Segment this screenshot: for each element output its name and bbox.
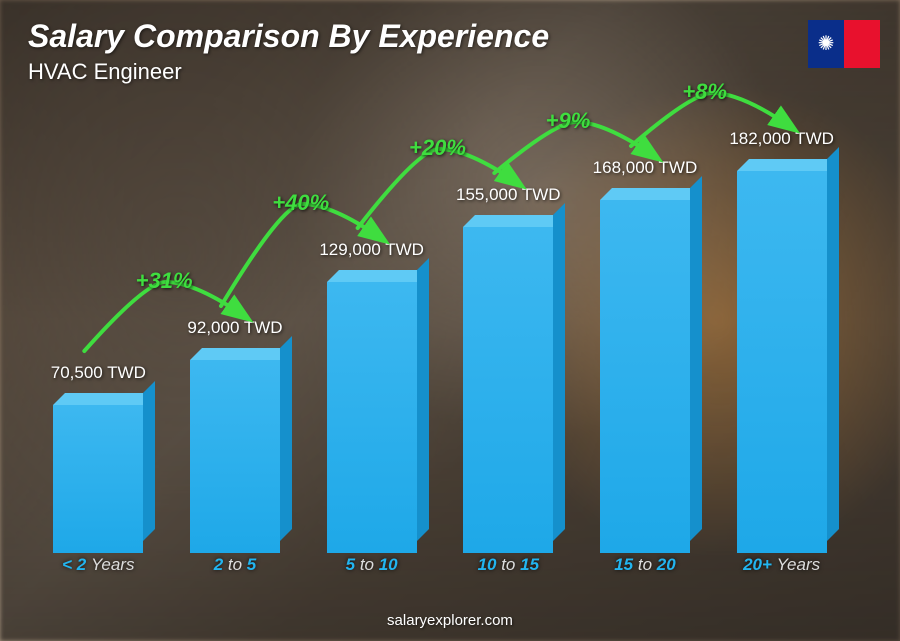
x-label-3: 10 to 15 [448, 555, 568, 581]
pct-label-5: +8% [682, 79, 727, 105]
bar-side [143, 381, 155, 541]
page-title: Salary Comparison By Experience [28, 18, 549, 55]
bar-top [463, 215, 565, 227]
bar-3d [327, 282, 417, 553]
page-subtitle: HVAC Engineer [28, 59, 549, 85]
x-axis-labels: < 2 Years 2 to 5 5 to 10 10 to 15 15 to 20 20… [30, 555, 850, 581]
pct-label-2: +40% [272, 190, 329, 216]
x-label-1: 2 to 5 [175, 555, 295, 581]
bar-side [553, 203, 565, 541]
bar-front [190, 360, 280, 553]
bar-side [690, 176, 702, 541]
bar-top [600, 188, 702, 200]
bar-3d [600, 200, 690, 553]
sun-icon: ✺ [818, 34, 835, 54]
bar-front [600, 200, 690, 553]
flag-taiwan: ✺ [808, 20, 880, 68]
value-label: 182,000 TWD [702, 129, 862, 149]
header: Salary Comparison By Experience HVAC Eng… [28, 18, 549, 85]
bar-3: 155,000 TWD [448, 227, 568, 553]
flag-field [844, 20, 880, 68]
value-label: 155,000 TWD [428, 185, 588, 205]
x-label-0: < 2 Years [38, 555, 158, 581]
bar-front [737, 171, 827, 553]
bar-top [737, 159, 839, 171]
bar-3d [190, 360, 280, 553]
bar-3d [53, 405, 143, 553]
pct-label-4: +9% [546, 108, 591, 134]
bar-0: 70,500 TWD [38, 405, 158, 553]
bar-side [417, 258, 429, 541]
bar-4: 168,000 TWD [585, 200, 705, 553]
bar-side [280, 336, 292, 541]
footer-attribution: salaryexplorer.com [0, 612, 900, 629]
pct-label-1: +31% [136, 268, 193, 294]
bar-3d [737, 171, 827, 553]
bar-top [53, 393, 155, 405]
bar-top [327, 270, 429, 282]
chart-area: 70,500 TWD92,000 TWD129,000 TWD155,000 T… [30, 101, 850, 581]
value-label: 70,500 TWD [18, 363, 178, 383]
bar-front [463, 227, 553, 553]
flag-canton: ✺ [808, 20, 844, 68]
value-label: 129,000 TWD [292, 240, 452, 260]
bar-5: 182,000 TWD [722, 171, 842, 553]
value-label: 168,000 TWD [565, 158, 725, 178]
value-label: 92,000 TWD [155, 318, 315, 338]
x-label-4: 15 to 20 [585, 555, 705, 581]
pct-label-3: +20% [409, 135, 466, 161]
bar-front [53, 405, 143, 553]
x-label-5: 20+ Years [722, 555, 842, 581]
bar-3d [463, 227, 553, 553]
bars-row: 70,500 TWD92,000 TWD129,000 TWD155,000 T… [30, 101, 850, 553]
bar-1: 92,000 TWD [175, 360, 295, 553]
bar-top [190, 348, 292, 360]
bar-2: 129,000 TWD [312, 282, 432, 553]
bar-front [327, 282, 417, 553]
bar-side [827, 147, 839, 541]
x-label-2: 5 to 10 [312, 555, 432, 581]
